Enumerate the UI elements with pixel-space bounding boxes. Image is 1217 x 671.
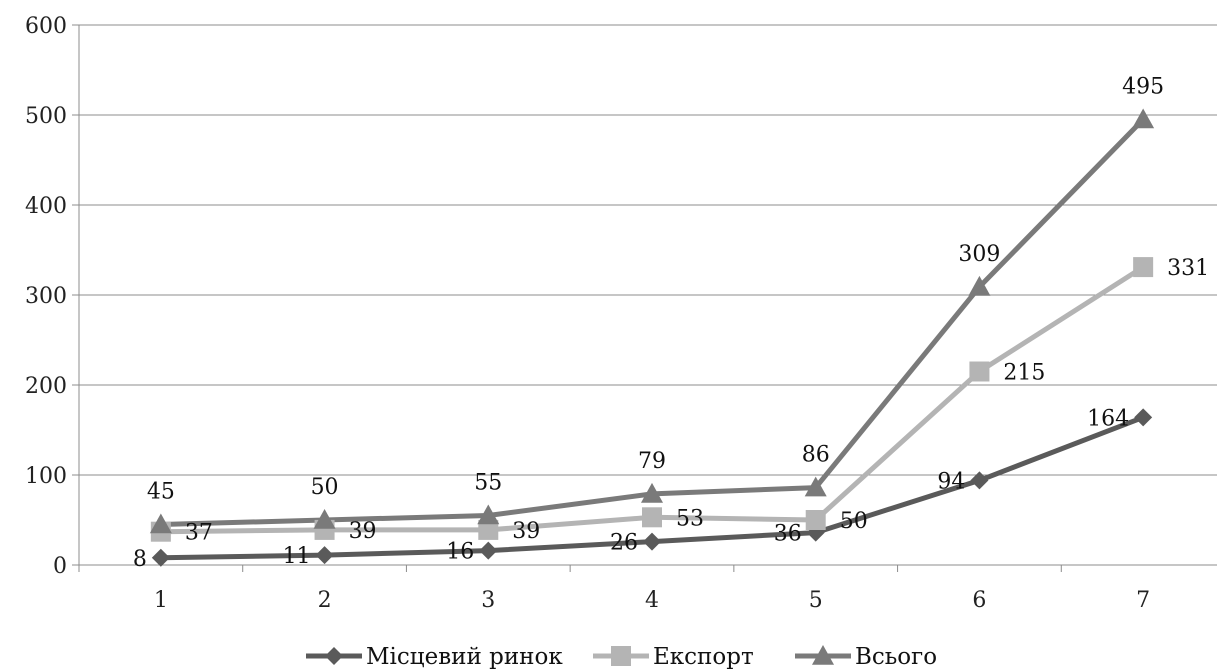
y-tick-label: 300	[25, 284, 67, 309]
legend-label: Місцевий ринок	[366, 644, 563, 670]
data-label: 39	[349, 519, 377, 544]
x-tick-label: 6	[972, 588, 986, 613]
x-tick-label: 1	[154, 588, 168, 613]
series	[149, 108, 1155, 567]
series-1-point	[479, 541, 498, 560]
series-2-point	[478, 519, 499, 540]
data-label: 11	[283, 544, 311, 569]
series-1-point	[315, 546, 334, 565]
data-label: 26	[610, 531, 638, 556]
series-3-point	[313, 509, 336, 529]
series-1-point	[970, 471, 989, 490]
x-tick-label: 7	[1136, 588, 1150, 613]
legend-marker-2	[611, 646, 631, 666]
x-tick-label: 4	[645, 588, 659, 613]
x-tick-label: 3	[481, 588, 495, 613]
series-1-point	[643, 532, 661, 551]
data-label: 16	[446, 540, 474, 565]
x-tick-label: 5	[809, 588, 823, 613]
data-labels: 8 11 16 26 36 94 164 37 39 39 53 50 215 331 45 50 55 79 86…	[133, 75, 1209, 572]
data-label: 36	[774, 522, 802, 547]
data-label: 309	[958, 242, 1000, 267]
series-3-point	[804, 476, 827, 497]
series-3-point	[477, 504, 500, 525]
data-label: 86	[802, 443, 830, 468]
y-tick-label: 100	[25, 464, 67, 489]
data-label: 55	[474, 471, 502, 496]
x-tick-label: 2	[318, 588, 332, 613]
y-tick-label: 0	[53, 554, 67, 579]
series-1-point	[1134, 408, 1153, 427]
data-label: 53	[676, 506, 704, 531]
legend-marker-3	[812, 645, 834, 665]
y-tick-label: 200	[25, 374, 67, 399]
series-2-point	[642, 507, 662, 528]
legend: Місцевий ринок Експорт Всього	[306, 644, 937, 670]
series-1-point	[151, 548, 170, 567]
gridlines	[79, 24, 1217, 476]
series-3-point	[149, 513, 172, 534]
data-label: 50	[311, 475, 339, 500]
data-label: 39	[512, 519, 540, 544]
data-label: 495	[1122, 75, 1164, 100]
data-label: 45	[147, 480, 175, 505]
data-label: 94	[937, 469, 965, 494]
series-2-point	[805, 510, 826, 530]
y-tick-label: 600	[25, 14, 67, 39]
data-label: 331	[1167, 256, 1209, 281]
series-2-point	[969, 361, 990, 382]
data-label: 215	[1003, 361, 1045, 386]
series-2-point	[1133, 257, 1154, 278]
legend-label: Всього	[855, 644, 937, 670]
data-label: 164	[1087, 406, 1129, 431]
series-3-point	[1132, 108, 1155, 129]
legend-label: Експорт	[653, 644, 754, 670]
series-3-point	[968, 275, 991, 296]
y-tick-label: 500	[25, 104, 67, 129]
series-3-point	[641, 482, 663, 503]
data-label: 8	[133, 547, 147, 572]
data-label: 50	[840, 509, 868, 534]
y-tick-label: 400	[25, 194, 67, 219]
data-label: 37	[185, 521, 213, 546]
legend-marker-1	[325, 647, 343, 665]
data-label: 79	[638, 449, 666, 474]
